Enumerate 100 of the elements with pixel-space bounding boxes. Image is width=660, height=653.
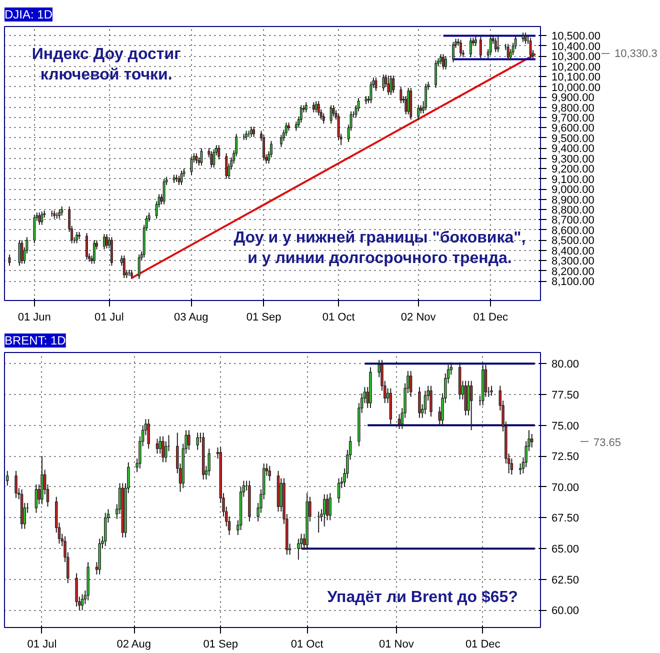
candlestick (210, 150, 213, 168)
candlestick (314, 100, 318, 113)
candlestick (6, 470, 9, 486)
y-tick-label: 8,600.00 (552, 224, 594, 237)
candlestick (494, 37, 497, 53)
y-tick-label: 9,100.00 (552, 174, 594, 186)
candlestick (147, 418, 150, 450)
candlestick (14, 470, 18, 499)
candlestick (424, 83, 428, 111)
candlestick (212, 148, 216, 168)
text: 73.65 (594, 436, 622, 449)
candlestick (156, 438, 159, 454)
candlestick (268, 465, 271, 482)
candlestick (390, 75, 392, 96)
candlestick (58, 209, 61, 220)
candlestick (524, 32, 527, 44)
candlestick (245, 130, 248, 140)
y-tick-label: 9,300.00 (552, 153, 594, 166)
candlestick (409, 370, 412, 398)
y-tick-label: 8,400.00 (552, 245, 594, 258)
candlestick (479, 36, 482, 59)
candlestick (122, 255, 126, 279)
y-tick-label: 8,300.00 (552, 256, 594, 268)
candlestick (162, 436, 164, 463)
candlestick (76, 232, 78, 244)
candlestick (280, 134, 282, 148)
x-tick-label: 01 Oct (322, 312, 355, 324)
candlestick (188, 430, 190, 450)
candlestick (434, 60, 438, 88)
candlestick (18, 240, 21, 266)
candlestick (392, 75, 395, 94)
y-tick-label: 62.50 (552, 574, 580, 586)
y-tick-label: 80.00 (552, 358, 580, 371)
x-tick-label: 01 Sep (246, 312, 282, 324)
candlestick (103, 234, 106, 250)
candlestick (60, 206, 64, 216)
candlestick (225, 152, 228, 180)
y-tick-label: 8,500.00 (552, 235, 594, 248)
y-tick-label: 9,200.00 (552, 164, 594, 176)
candlestick (444, 56, 447, 70)
candlestick (323, 494, 326, 527)
x-tick-label: 01 Dec (465, 638, 501, 650)
chart-title: DJIA: 1D (4, 8, 53, 22)
candlestick (330, 104, 332, 124)
candlestick (529, 37, 532, 59)
candlestick (452, 41, 454, 63)
y-tick-label: 10,300.00 (552, 51, 600, 64)
candlestick (474, 36, 477, 46)
candlestick (400, 86, 402, 104)
candlestick (490, 385, 493, 396)
y-tick-label: 10,400.00 (552, 40, 600, 53)
candlestick (38, 212, 41, 226)
y-tick-label: 65.00 (552, 544, 580, 556)
y-tick-label: 8,700.00 (552, 214, 594, 227)
candlestick (200, 148, 203, 166)
candlestick (424, 390, 427, 415)
candlestick (460, 39, 462, 57)
y-tick-label: 9,400.00 (552, 143, 594, 156)
x-tick-label: 01 Oct (290, 638, 324, 650)
y-tick-label: 9,500.00 (552, 132, 594, 145)
candlestick (40, 211, 44, 226)
candlestick (496, 35, 500, 53)
x-tick-label: 01 Dec (473, 312, 509, 324)
y-tick-label: 8,100.00 (552, 276, 594, 288)
candlestick (418, 386, 421, 418)
text: 10,330.3 (614, 48, 658, 60)
candlestick (33, 214, 36, 244)
candlestick (250, 126, 253, 138)
candlestick (470, 380, 473, 431)
candlestick (328, 492, 332, 521)
candlestick (304, 102, 308, 113)
annotation: Индекс Доу достиг ключевой точки. (32, 46, 182, 84)
candlestick (297, 538, 300, 560)
candlestick (34, 484, 38, 514)
candlestick (218, 144, 220, 160)
y-tick-label: 8,800.00 (552, 204, 594, 217)
candlestick (20, 240, 24, 264)
x-tick-label: 01 Nov (378, 638, 414, 650)
candlestick (317, 100, 320, 116)
y-tick-label: 75.00 (552, 420, 580, 432)
candlestick (506, 43, 510, 61)
candlestick (138, 254, 140, 280)
y-tick-label: 10,200.00 (552, 61, 600, 74)
y-tick-label: 70.00 (552, 482, 580, 494)
x-tick-label: 01 Jun (18, 312, 51, 324)
candlestick (104, 512, 107, 547)
y-tick-label: 8,200.00 (552, 266, 594, 278)
candlestick (387, 75, 390, 96)
candlestick (195, 152, 198, 164)
candlestick (522, 32, 524, 42)
y-tick-label: 77.50 (552, 389, 580, 402)
candlestick (110, 236, 113, 266)
x-tick-label: 03 Aug (174, 312, 208, 324)
y-tick-label: 9,700.00 (552, 112, 594, 124)
annotation: Упадёт ли Brent до $65? (327, 588, 518, 606)
y-tick-label: 60.00 (552, 605, 580, 618)
y-tick-label: 9,800.00 (552, 102, 594, 114)
y-tick-label: 10,500.00 (552, 30, 600, 43)
x-tick-label: 02 Nov (400, 312, 436, 324)
candlestick (196, 432, 199, 450)
